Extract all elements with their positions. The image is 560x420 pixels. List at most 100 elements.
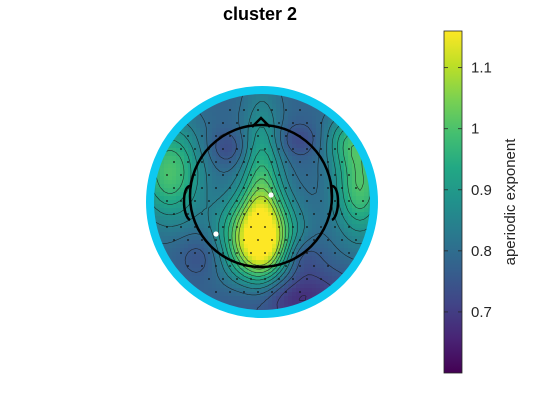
heatmap-cell — [204, 188, 209, 193]
heatmap-cell — [336, 164, 341, 169]
heatmap-cell — [208, 132, 213, 137]
heatmap-cell — [292, 228, 297, 233]
heatmap-cell — [276, 192, 281, 197]
heatmap-cell — [360, 220, 365, 225]
heatmap-cell — [304, 216, 309, 221]
heatmap-cell — [248, 220, 253, 225]
heatmap-cell — [160, 176, 165, 181]
heatmap-cell — [192, 240, 197, 245]
heatmap-cell — [284, 232, 289, 237]
heatmap-cell — [304, 220, 309, 225]
electrode-dot — [348, 252, 350, 254]
heatmap-cell — [360, 192, 365, 197]
heatmap-cell — [336, 132, 341, 137]
heatmap-cell — [192, 164, 197, 169]
heatmap-cell — [192, 260, 197, 265]
heatmap-cell — [352, 236, 357, 241]
heatmap-cell — [268, 156, 273, 161]
heatmap-cell — [292, 204, 297, 209]
electrode-dot — [243, 161, 245, 163]
electrode-dot — [208, 200, 210, 202]
heatmap-cell — [192, 208, 197, 213]
heatmap-cell — [212, 272, 217, 277]
heatmap-cell — [312, 228, 317, 233]
heatmap-cell — [288, 276, 293, 281]
heatmap-cell — [276, 104, 281, 109]
heatmap-cell — [216, 284, 221, 289]
heatmap-cell — [256, 284, 261, 289]
heatmap-cell — [252, 236, 257, 241]
electrode-dot — [306, 122, 308, 124]
heatmap-cell — [360, 188, 365, 193]
heatmap-cell — [260, 152, 265, 157]
electrode-dot — [201, 265, 203, 267]
heatmap-cell — [196, 152, 201, 157]
heatmap-cell — [208, 248, 213, 253]
heatmap-cell — [204, 168, 209, 173]
heatmap-cell — [320, 208, 325, 213]
electrode-dot — [250, 252, 252, 254]
heatmap-cell — [256, 220, 261, 225]
heatmap-cell — [236, 160, 241, 165]
heatmap-cell — [236, 284, 241, 289]
heatmap-cell — [292, 284, 297, 289]
heatmap-cell — [320, 180, 325, 185]
heatmap-cell — [324, 268, 329, 273]
heatmap-cell — [356, 232, 361, 237]
heatmap-cell — [316, 276, 321, 281]
heatmap-cell — [296, 116, 301, 121]
heatmap-cell — [192, 116, 197, 121]
heatmap-cell — [164, 168, 169, 173]
heatmap-cell — [196, 148, 201, 153]
heatmap-cell — [332, 224, 337, 229]
heatmap-cell — [176, 248, 181, 253]
heatmap-cell — [220, 132, 225, 137]
heatmap-cell — [364, 212, 369, 217]
heatmap-cell — [176, 224, 181, 229]
heatmap-cell — [240, 264, 245, 269]
heatmap-cell — [228, 140, 233, 145]
heatmap-cell — [276, 164, 281, 169]
electrode-dot — [327, 135, 329, 137]
heatmap-cell — [288, 220, 293, 225]
heatmap-cell — [356, 208, 361, 213]
heatmap-cell — [328, 200, 333, 205]
heatmap-cell — [192, 188, 197, 193]
heatmap-cell — [244, 164, 249, 169]
heatmap-cell — [192, 152, 197, 157]
heatmap-cell — [172, 152, 177, 157]
heatmap-cell — [200, 244, 205, 249]
heatmap-cell — [240, 256, 245, 261]
heatmap-cell — [348, 216, 353, 221]
heatmap-cell — [272, 116, 277, 121]
heatmap-cell — [200, 168, 205, 173]
heatmap-cell — [196, 204, 201, 209]
heatmap-cell — [284, 280, 289, 285]
electrode-dot — [236, 122, 238, 124]
electrode-dot — [243, 291, 245, 293]
contour-line — [238, 195, 281, 266]
heatmap-cell — [260, 200, 265, 205]
heatmap-cell — [268, 188, 273, 193]
heatmap-cell — [352, 148, 357, 153]
heatmap-cell — [280, 240, 285, 245]
heatmap-cell — [248, 212, 253, 217]
heatmap-cell — [336, 244, 341, 249]
heatmap-cell — [264, 168, 269, 173]
heatmap-cell — [212, 276, 217, 281]
heatmap-cell — [160, 228, 165, 233]
heatmap-cell — [244, 192, 249, 197]
heatmap-cell — [184, 148, 189, 153]
heatmap-cell — [208, 252, 213, 257]
heatmap-cell — [236, 148, 241, 153]
heatmap-cell — [260, 248, 265, 253]
electrode-dot — [285, 135, 287, 137]
heatmap-cell — [160, 172, 165, 177]
heatmap-cell — [224, 272, 229, 277]
heatmap-cell — [320, 132, 325, 137]
heatmap-cell — [168, 164, 173, 169]
heatmap-cell — [292, 176, 297, 181]
heatmap-cell — [292, 280, 297, 285]
heatmap-cell — [332, 228, 337, 233]
heatmap-cell — [340, 232, 345, 237]
